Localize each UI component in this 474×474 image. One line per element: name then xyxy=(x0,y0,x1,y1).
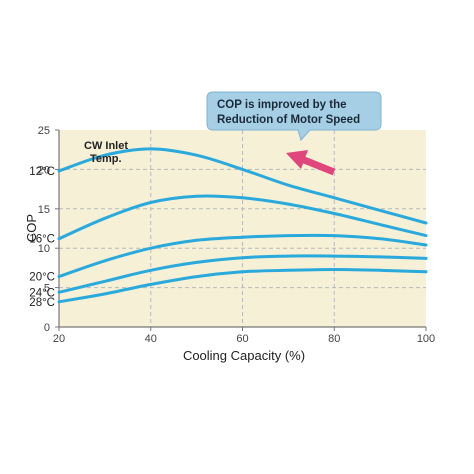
legend-title-line-2: Temp. xyxy=(90,153,122,165)
series-label-4: 28°C xyxy=(29,297,55,309)
x-tick-label: 20 xyxy=(53,333,65,345)
y-tick-label: 10 xyxy=(38,243,50,255)
callout-line-2: Reduction of Motor Speed xyxy=(217,114,360,126)
callout-line-1: COP is improved by the xyxy=(217,99,347,111)
y-tick-label: 0 xyxy=(44,322,50,334)
y-tick-label: 25 xyxy=(38,125,50,137)
x-tick-label: 80 xyxy=(328,333,340,345)
legend-title-line-1: CW Inlet xyxy=(84,140,128,152)
series-labels: 12°C 16°C 20°C 24°C28°C xyxy=(29,166,55,309)
series-label-0: 12°C xyxy=(29,166,55,178)
series-lines xyxy=(57,147,428,304)
y-tick-label: 15 xyxy=(38,204,50,216)
y-tick-label: 5 xyxy=(44,283,50,295)
improvement-arrow xyxy=(286,150,336,176)
arrow-head xyxy=(286,150,308,169)
series-line-0 xyxy=(57,147,428,225)
x-tick-label: 60 xyxy=(236,333,248,345)
callout-bubble xyxy=(206,91,382,141)
x-axis-title: Cooling Capacity (%) xyxy=(183,348,305,363)
series-line-3 xyxy=(57,254,428,294)
series-label-3: 24°C xyxy=(29,287,55,299)
x-tick-label: 100 xyxy=(417,333,435,345)
series-label-2: 20°C xyxy=(29,272,55,284)
x-tick-label: 40 xyxy=(145,333,157,345)
series-line-2 xyxy=(57,233,428,279)
series-label-1: 16°C xyxy=(29,234,55,246)
ticks: 20 40 60 80 100 0 5 10 15 20 25 xyxy=(38,125,435,345)
series-line-4 xyxy=(57,267,428,304)
y-tick-label: 20 xyxy=(38,164,50,176)
callout: COP is improved by the Reduction of Moto… xyxy=(206,91,382,141)
y-axis-title: COP xyxy=(24,214,39,242)
arrow-shaft xyxy=(302,156,336,176)
series-line-1 xyxy=(57,194,428,241)
